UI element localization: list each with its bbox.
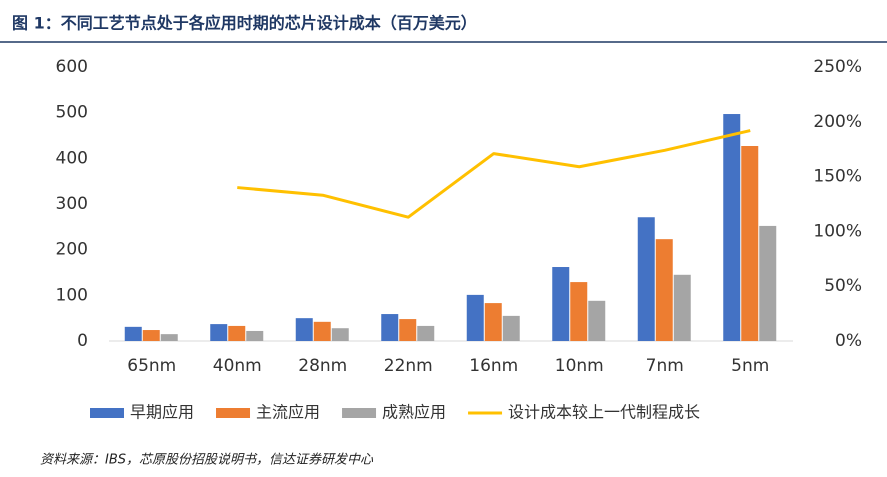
y2-tick-label: 250% (813, 57, 862, 77)
y-tick-label: 600 (56, 57, 88, 77)
bar (160, 334, 178, 341)
y2-tick-label: 50% (824, 276, 862, 296)
bar (741, 146, 759, 341)
bar (142, 330, 160, 341)
y-tick-label: 400 (56, 148, 88, 168)
bar (313, 321, 331, 341)
bar (502, 315, 520, 341)
bar (570, 282, 588, 341)
y2-tick-label: 150% (813, 167, 862, 187)
x-tick-label: 40nm (213, 356, 262, 376)
line (237, 129, 751, 219)
legend-swatch (90, 408, 124, 418)
bar (759, 225, 777, 341)
x-tick-label: 28nm (298, 356, 347, 376)
y-tick-label: 200 (56, 240, 88, 260)
bar (723, 114, 741, 341)
chart-title: 图 1：不同工艺节点处于各应用时期的芯片设计成本（百万美元） (12, 14, 477, 33)
y-tick-label: 0 (77, 331, 88, 351)
bar (295, 318, 313, 341)
bar (331, 328, 349, 341)
legend-label: 成熟应用 (382, 403, 446, 422)
legend-label: 设计成本较上一代制程成长 (508, 403, 700, 422)
bar (210, 324, 228, 341)
bar (588, 300, 606, 341)
legend-label: 主流应用 (256, 403, 320, 422)
legend-label: 早期应用 (130, 403, 194, 422)
legend-swatch (342, 408, 377, 418)
bar (466, 294, 484, 341)
x-tick-label: 16nm (469, 356, 518, 376)
y2-tick-label: 200% (813, 112, 862, 132)
x-tick-label: 22nm (384, 356, 433, 376)
bar (673, 274, 691, 341)
bar (417, 325, 435, 341)
x-tick-label: 5nm (731, 356, 769, 376)
y-tick-label: 500 (56, 103, 88, 123)
bar (399, 319, 417, 341)
bar (124, 326, 142, 341)
x-tick-label: 7nm (646, 356, 684, 376)
bar (552, 267, 570, 341)
x-tick-label: 65nm (127, 356, 176, 376)
bar (655, 239, 673, 341)
source-note: 资料来源：IBS，芯原股份招股说明书，信达证券研发中心 (40, 453, 374, 468)
legend-swatch (216, 408, 251, 418)
bar (484, 303, 502, 341)
bar (228, 325, 246, 341)
bar (637, 217, 655, 341)
y-tick-label: 300 (56, 194, 88, 214)
bar (246, 330, 264, 341)
y-tick-label: 100 (56, 285, 88, 305)
y2-tick-label: 0% (835, 331, 862, 351)
bar (381, 314, 399, 341)
y2-tick-label: 100% (813, 221, 862, 241)
x-tick-label: 10nm (555, 356, 604, 376)
